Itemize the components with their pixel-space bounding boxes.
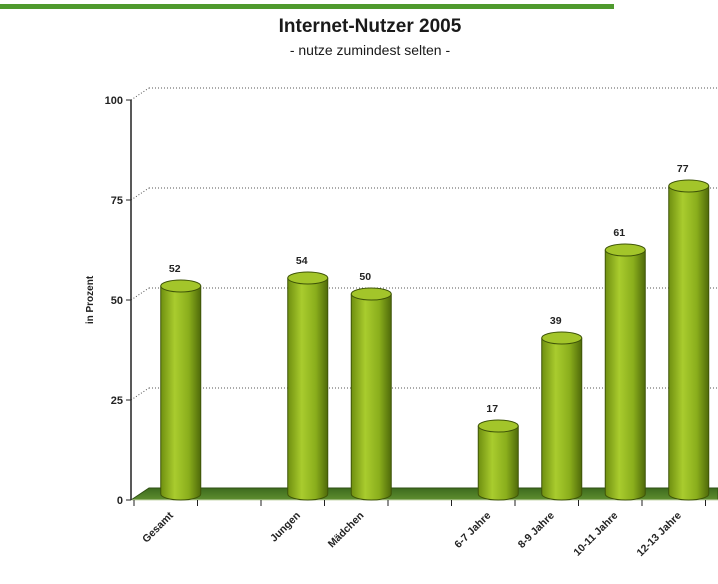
bar bbox=[160, 279, 202, 501]
gridline-connector bbox=[130, 87, 150, 101]
top-rule bbox=[0, 4, 614, 9]
bar-value-label: 39 bbox=[550, 315, 562, 327]
bar-top bbox=[604, 243, 646, 257]
x-category-label: Jungen bbox=[268, 510, 303, 545]
bar-layer bbox=[160, 179, 710, 501]
bar-body bbox=[287, 277, 329, 501]
y-tick-label: 75 bbox=[111, 195, 123, 207]
x-category-label: 6-7 Jahre bbox=[452, 510, 493, 551]
bar-value-label: 54 bbox=[296, 255, 308, 267]
bar-body bbox=[350, 293, 392, 501]
axis-layer: 0 25 50 75 100 in Prozent bbox=[85, 95, 706, 507]
y-tick-label: 0 bbox=[117, 495, 123, 507]
x-category-label: 8-9 Jahre bbox=[516, 510, 557, 551]
bar-value-label: 61 bbox=[613, 227, 625, 239]
y-tick-label: 25 bbox=[111, 395, 123, 407]
bar-top bbox=[350, 287, 392, 301]
bar-top bbox=[287, 271, 329, 285]
y-tick-label: 50 bbox=[111, 295, 123, 307]
bar bbox=[668, 179, 710, 501]
bar-value-label: 17 bbox=[486, 403, 498, 415]
bar bbox=[350, 287, 392, 501]
bar-value-label: 50 bbox=[359, 271, 371, 283]
chart-title: Internet-Nutzer 2005 bbox=[278, 16, 462, 37]
gridline-connector bbox=[130, 387, 150, 401]
y-tick-label: 100 bbox=[105, 95, 123, 107]
bar bbox=[477, 419, 519, 501]
chart-subtitle: - nutze zumindest selten - bbox=[289, 42, 451, 58]
bar-body bbox=[160, 285, 202, 501]
x-category-label: 10-11 Jahre bbox=[571, 510, 620, 559]
bar bbox=[604, 243, 646, 501]
bar-body bbox=[604, 249, 646, 501]
bar-body bbox=[668, 185, 710, 501]
bar-top bbox=[477, 419, 519, 433]
bar-top bbox=[160, 279, 202, 293]
bar-value-label: 52 bbox=[169, 263, 181, 275]
bar-top bbox=[541, 331, 583, 345]
gridline-connector bbox=[130, 187, 150, 201]
y-axis-label: in Prozent bbox=[85, 275, 96, 324]
x-category-label: Gesamt bbox=[140, 509, 176, 545]
bar-body bbox=[477, 425, 519, 501]
bar bbox=[287, 271, 329, 501]
x-category-label: 12-13 Jahre bbox=[635, 510, 684, 559]
bar bbox=[541, 331, 583, 501]
bar-body bbox=[541, 337, 583, 501]
x-category-label: Mädchen bbox=[326, 510, 367, 551]
gridline-connector bbox=[130, 287, 150, 301]
bar-top bbox=[668, 179, 710, 193]
bar-value-label: 77 bbox=[677, 163, 689, 175]
